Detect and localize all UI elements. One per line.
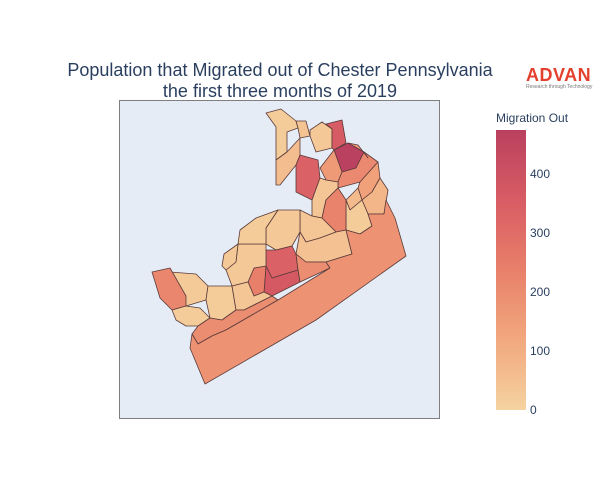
colorbar-title: Migration Out [496, 111, 569, 125]
brand-name: ADVAN [526, 65, 592, 85]
colorbar-tick-label: 400 [530, 167, 551, 182]
map-region[interactable] [221, 243, 239, 271]
advan-logo: ADVAN Research through Technology [526, 66, 596, 90]
colorbar-tick-label: 300 [530, 226, 551, 241]
colorbar-tick-label: 100 [530, 344, 551, 359]
map-frame [119, 100, 440, 419]
chart-title-line-2: the first three months of 2019 [162, 81, 398, 101]
map-region[interactable] [189, 199, 407, 385]
chart-title: Population that Migrated out of Chester … [20, 60, 540, 102]
colorbar-tick-label: 200 [530, 285, 551, 300]
colorbar [496, 130, 526, 410]
chart-title-line-1: Population that Migrated out of Chester … [67, 60, 493, 80]
map-region[interactable] [265, 108, 299, 161]
map-region[interactable] [295, 120, 311, 139]
brand-tagline: Research through Technology [526, 84, 593, 90]
colorbar-tick-label: 0 [530, 403, 537, 417]
map-region[interactable] [347, 142, 369, 159]
map-regions [151, 108, 407, 385]
map-region[interactable] [237, 209, 279, 245]
